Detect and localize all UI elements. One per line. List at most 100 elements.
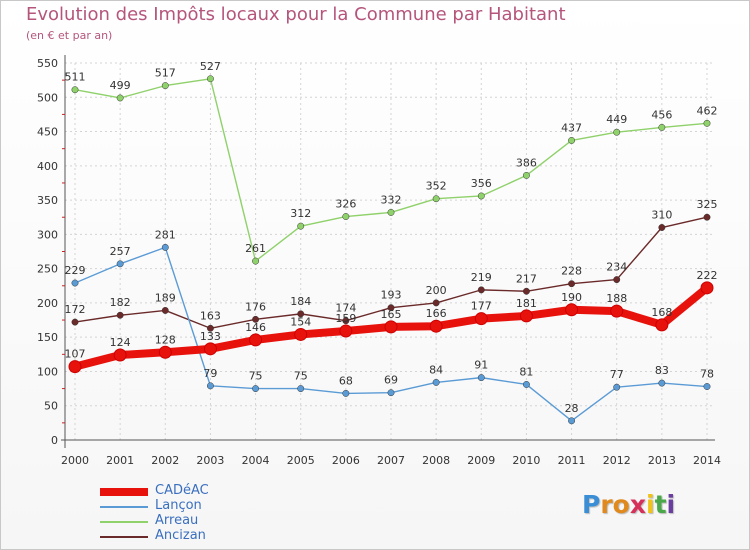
- x-tick-label: 2002: [151, 454, 179, 467]
- axes: [61, 55, 715, 448]
- x-tick-label: 2011: [558, 454, 586, 467]
- data-point: [703, 119, 711, 127]
- logo-letter: x: [629, 490, 646, 519]
- data-point: [432, 195, 440, 203]
- x-tick-label: 2008: [422, 454, 450, 467]
- legend-item: Ancizan: [100, 528, 260, 544]
- y-tick-label: 500: [37, 91, 58, 104]
- data-point: [613, 276, 621, 284]
- x-tick-label: 2001: [106, 454, 134, 467]
- data-label: 154: [290, 315, 311, 328]
- x-tick-label: 2012: [603, 454, 631, 467]
- data-point: [71, 318, 79, 326]
- y-tick-label: 350: [37, 194, 58, 207]
- data-point: [474, 312, 488, 326]
- data-label: 79: [203, 367, 217, 380]
- data-point: [568, 280, 576, 288]
- data-label: 200: [426, 284, 447, 297]
- data-label: 159: [335, 312, 356, 325]
- y-tick-label: 450: [37, 126, 58, 139]
- data-label: 124: [110, 336, 131, 349]
- data-point: [294, 327, 308, 341]
- data-point: [158, 345, 172, 359]
- data-point: [206, 75, 214, 83]
- data-point: [703, 213, 711, 221]
- data-point: [477, 374, 485, 382]
- data-point: [342, 317, 350, 325]
- data-point: [249, 333, 263, 347]
- y-tick-label: 200: [37, 297, 58, 310]
- data-label: 28: [565, 402, 579, 415]
- data-point: [71, 279, 79, 287]
- data-point: [339, 324, 353, 338]
- data-point: [161, 306, 169, 314]
- legend-swatch: [100, 506, 148, 508]
- legend-label: Lançon: [155, 498, 202, 513]
- data-label: 257: [110, 245, 131, 258]
- data-label: 499: [110, 79, 131, 92]
- data-point: [519, 309, 533, 323]
- data-point: [429, 319, 443, 333]
- data-label: 177: [471, 300, 492, 313]
- y-tick-label: 150: [37, 331, 58, 344]
- data-point: [522, 287, 530, 295]
- data-point: [297, 310, 305, 318]
- x-tick-label: 2004: [242, 454, 270, 467]
- data-point: [203, 342, 217, 356]
- data-label: 356: [471, 177, 492, 190]
- data-point: [387, 208, 395, 216]
- x-tick-label: 2007: [377, 454, 405, 467]
- logo-letter: o: [612, 490, 630, 519]
- data-point: [658, 123, 666, 131]
- data-point: [71, 86, 79, 94]
- x-tick-labels: 2000 2001 2002 2003 2004 2005 2006 2007 2008 2009…: [61, 454, 721, 467]
- data-label: 517: [155, 67, 176, 80]
- data-point: [432, 378, 440, 386]
- y-tick-label: 50: [44, 400, 58, 413]
- series-lines: [68, 75, 714, 425]
- data-label: 184: [290, 295, 311, 308]
- data-point: [297, 222, 305, 230]
- data-point: [613, 128, 621, 136]
- data-point: [522, 381, 530, 388]
- data-point: [68, 360, 82, 374]
- data-label: 69: [384, 374, 398, 387]
- x-tick-label: 2009: [467, 454, 495, 467]
- data-label: 174: [335, 302, 356, 315]
- data-label: 172: [65, 303, 86, 316]
- data-point: [161, 243, 169, 251]
- data-label: 325: [697, 198, 718, 211]
- data-point: [432, 299, 440, 307]
- data-point: [613, 383, 621, 391]
- data-point: [522, 171, 530, 179]
- x-tick-label: 2006: [332, 454, 360, 467]
- x-tick-label: 2005: [287, 454, 315, 467]
- data-label: 128: [155, 333, 176, 346]
- chart-title: Evolution des Impôts locaux pour la Comm…: [26, 4, 566, 25]
- data-label: 222: [697, 269, 718, 282]
- data-label: 449: [606, 113, 627, 126]
- data-label: 281: [155, 228, 176, 241]
- data-labels: 107 124 128 133 146 154 159 165 166 177 181 190 188 1…: [65, 60, 718, 415]
- data-label: 68: [339, 374, 353, 387]
- chart-subtitle: (en € et par an): [26, 29, 113, 42]
- data-point: [610, 304, 624, 318]
- data-label: 462: [697, 104, 718, 117]
- data-label: 168: [651, 306, 672, 319]
- data-point: [565, 303, 579, 317]
- data-label: 332: [381, 193, 402, 206]
- data-label: 181: [516, 297, 537, 310]
- y-tick-labels: 0 50 100 150 200 250 300 350 400 450 500 550: [37, 57, 58, 447]
- data-label: 78: [700, 368, 714, 381]
- data-point: [342, 389, 350, 397]
- data-point: [477, 192, 485, 200]
- data-point: [252, 257, 260, 265]
- data-label: 310: [651, 209, 672, 222]
- data-point: [703, 383, 711, 390]
- data-label: 81: [519, 365, 533, 378]
- data-point: [387, 304, 395, 312]
- legend-item: Arreau: [100, 513, 260, 529]
- data-label: 326: [335, 198, 356, 211]
- data-label: 193: [381, 289, 402, 302]
- data-label: 456: [651, 108, 672, 121]
